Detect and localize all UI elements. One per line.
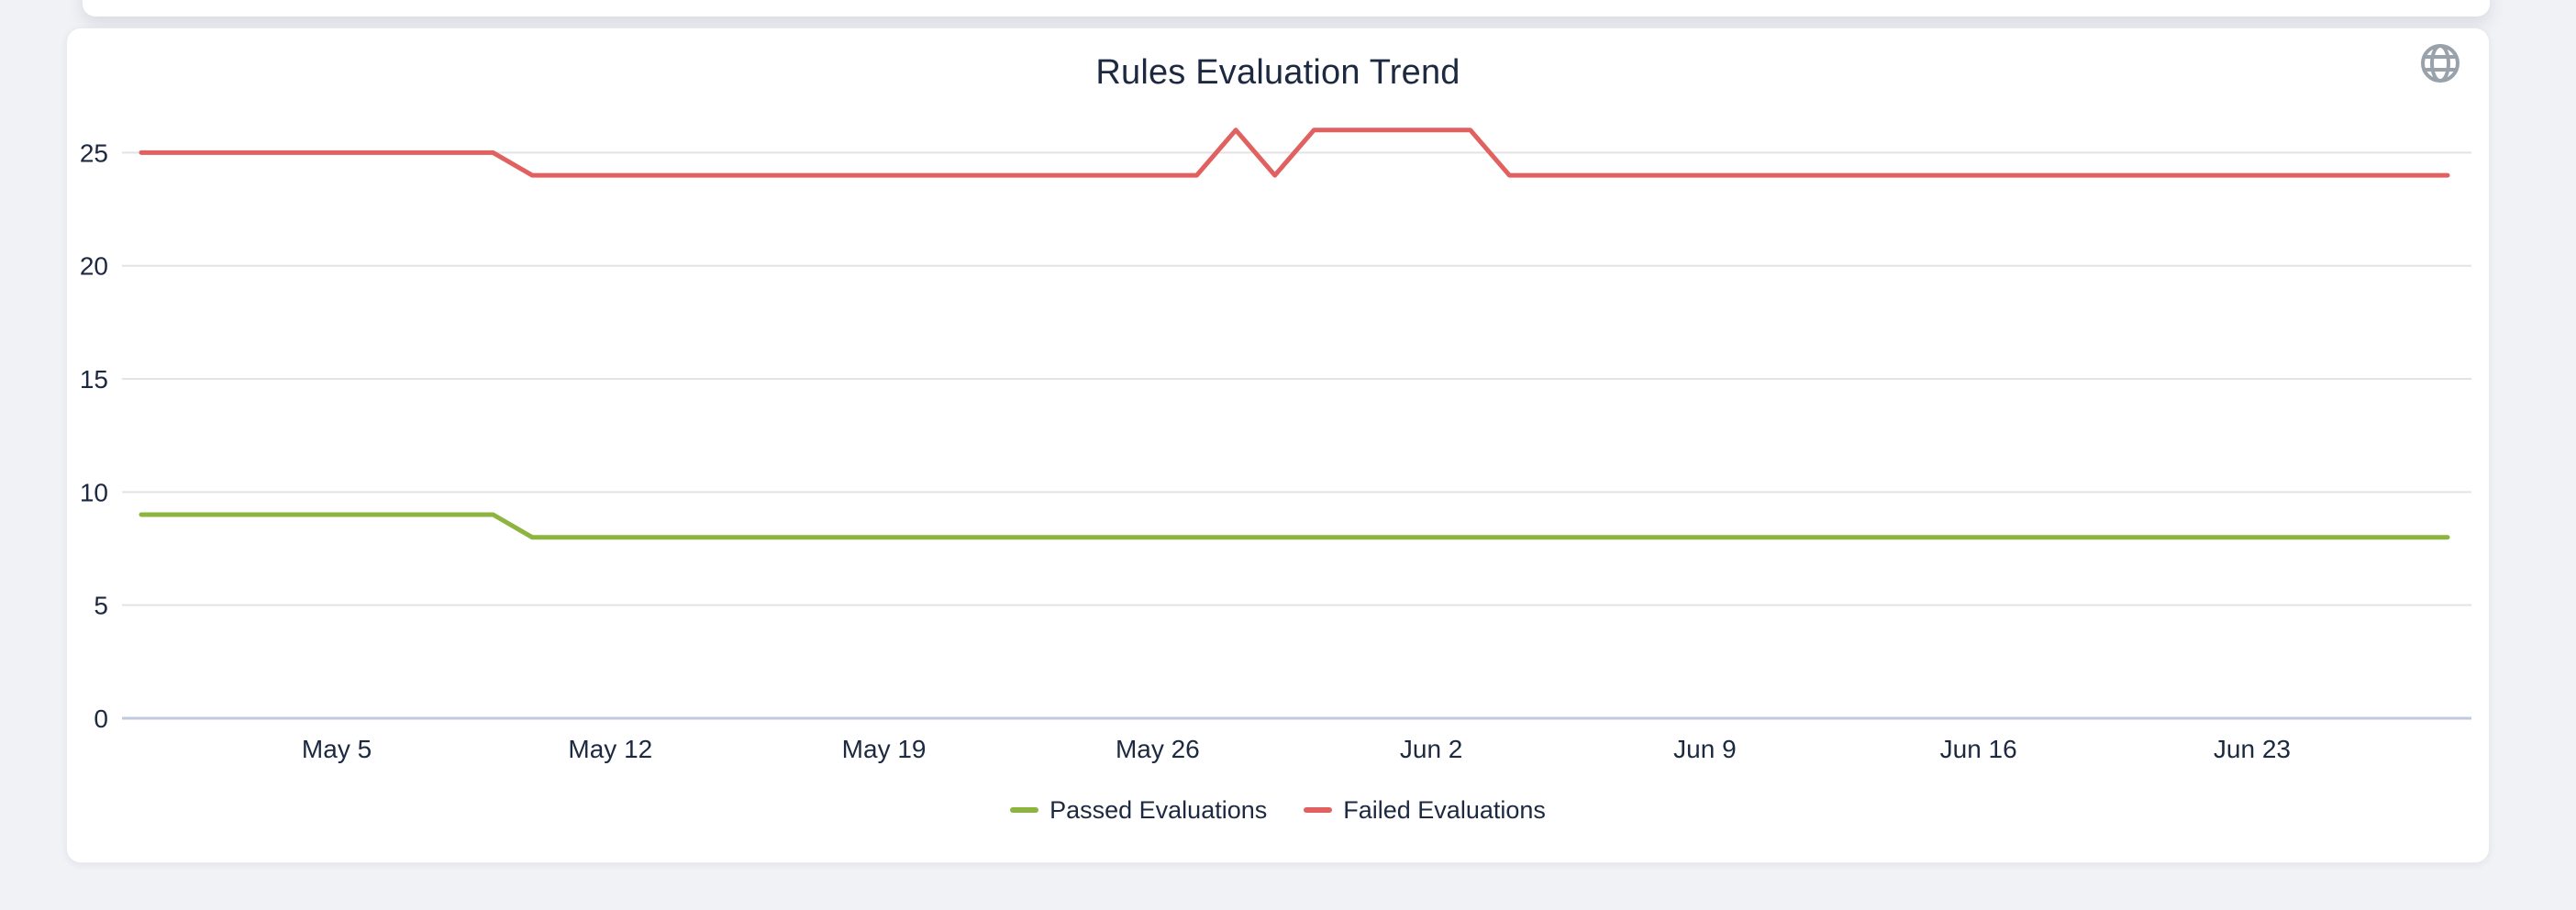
legend-marker-passed <box>1010 807 1039 813</box>
y-axis-label-5: 5 <box>94 592 108 620</box>
legend-label-passed: Passed Evaluations <box>1049 795 1268 824</box>
x-axis-label-may-5: May 5 <box>302 735 372 763</box>
legend-label-failed: Failed Evaluations <box>1343 795 1546 824</box>
trend-chart-plot-area[interactable]: 0 5 10 15 20 25 May 5 May 12 May 19 May 26 Jun 2 Ju… <box>67 28 2491 864</box>
y-axis-label-15: 15 <box>80 365 108 394</box>
legend-item-passed-evaluations[interactable]: Passed Evaluations <box>1010 796 1267 825</box>
series-line-passed-evaluations[interactable] <box>139 512 2450 540</box>
legend-item-failed-evaluations[interactable]: Failed Evaluations <box>1304 796 1546 825</box>
x-axis-label-jun-9: Jun 9 <box>1673 735 1737 763</box>
x-axis-label-jun-2: Jun 2 <box>1400 735 1463 763</box>
globe-icon-svg <box>2421 44 2459 83</box>
y-axis-label-0: 0 <box>94 705 108 733</box>
x-axis-label-may-26: May 26 <box>1116 735 1200 763</box>
previous-card-bottom-edge <box>83 0 2490 17</box>
legend-marker-failed <box>1304 807 1333 813</box>
x-axis-label-may-12: May 12 <box>568 735 652 763</box>
x-axis-label-may-19: May 19 <box>842 735 927 763</box>
x-axis-label-jun-16: Jun 16 <box>1940 735 2017 763</box>
y-axis-label-25: 25 <box>80 139 108 167</box>
chart-legend: Passed Evaluations Failed Evaluations <box>67 790 2489 830</box>
y-axis-label-10: 10 <box>80 478 108 506</box>
globe-icon[interactable] <box>2419 42 2461 84</box>
x-axis-label-jun-23: Jun 23 <box>2214 735 2291 763</box>
y-axis-label-20: 20 <box>80 252 108 281</box>
chart-title: Rules Evaluation Trend <box>1095 53 1460 92</box>
series-line-failed-evaluations[interactable] <box>139 128 2450 178</box>
rules-evaluation-trend-card: Rules Evaluation Trend 0 5 10 15 20 25 May 5 Ma… <box>66 28 2490 863</box>
